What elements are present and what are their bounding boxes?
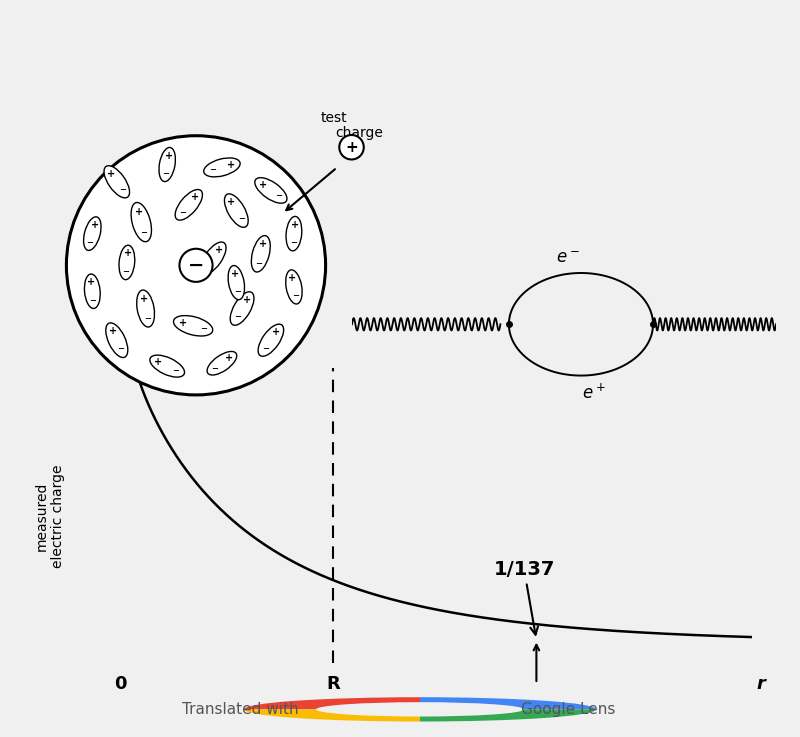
Text: Google Lens: Google Lens	[521, 702, 615, 717]
Wedge shape	[244, 709, 420, 722]
Circle shape	[339, 135, 364, 159]
Text: +: +	[227, 198, 235, 207]
Text: −: −	[275, 192, 282, 200]
Text: −: −	[86, 238, 94, 247]
Text: −: −	[119, 185, 126, 195]
Text: −: −	[173, 366, 179, 374]
Text: 0: 0	[114, 675, 127, 693]
Ellipse shape	[225, 194, 248, 227]
Ellipse shape	[230, 292, 254, 325]
Ellipse shape	[85, 274, 100, 309]
Circle shape	[179, 249, 213, 282]
Text: −: −	[179, 208, 186, 217]
Text: −: −	[211, 364, 218, 373]
Ellipse shape	[255, 178, 287, 203]
Text: r: r	[757, 675, 766, 693]
Text: R: R	[326, 675, 340, 693]
Ellipse shape	[131, 203, 151, 242]
Text: +: +	[165, 150, 173, 161]
Text: +: +	[154, 357, 162, 367]
Text: +: +	[87, 277, 95, 287]
Ellipse shape	[159, 147, 175, 181]
Ellipse shape	[201, 242, 226, 274]
Text: $e^+$: $e^+$	[582, 384, 606, 403]
Text: measured
electric charge: measured electric charge	[34, 464, 65, 567]
Text: −: −	[90, 296, 97, 304]
Text: 1/137: 1/137	[494, 560, 554, 635]
Ellipse shape	[207, 352, 237, 375]
Ellipse shape	[104, 166, 130, 198]
Wedge shape	[244, 697, 420, 709]
Text: +: +	[259, 240, 267, 249]
Text: +: +	[290, 220, 298, 230]
Wedge shape	[420, 697, 596, 709]
Ellipse shape	[204, 158, 240, 177]
Text: charge: charge	[334, 126, 382, 140]
Ellipse shape	[258, 324, 284, 356]
Ellipse shape	[119, 245, 134, 279]
Text: +: +	[230, 269, 239, 279]
Text: +: +	[134, 207, 142, 217]
Ellipse shape	[83, 217, 101, 251]
Text: −: −	[204, 262, 211, 270]
Text: +: +	[227, 160, 235, 170]
Text: −: −	[254, 259, 262, 268]
Text: −: −	[234, 287, 242, 296]
Text: −: −	[141, 228, 147, 237]
Ellipse shape	[286, 270, 302, 304]
Text: +: +	[215, 245, 223, 255]
Text: +: +	[124, 248, 132, 259]
Text: +: +	[259, 180, 267, 190]
Ellipse shape	[251, 236, 270, 272]
Text: −: −	[234, 312, 241, 321]
Text: −: −	[144, 314, 150, 323]
Ellipse shape	[106, 323, 128, 357]
Text: +: +	[226, 353, 234, 363]
Text: −: −	[290, 238, 297, 247]
Text: +: +	[107, 169, 115, 179]
Text: Translated with: Translated with	[182, 702, 298, 717]
Text: −: −	[209, 165, 216, 175]
Ellipse shape	[174, 315, 213, 336]
Text: −: −	[292, 291, 299, 300]
Text: −: −	[118, 344, 125, 354]
Text: −: −	[162, 169, 169, 178]
Text: +: +	[109, 326, 117, 336]
Text: +: +	[288, 273, 297, 283]
Ellipse shape	[137, 290, 154, 327]
Ellipse shape	[150, 355, 185, 377]
Text: +: +	[243, 295, 251, 305]
Text: +: +	[273, 327, 281, 338]
Text: test: test	[321, 111, 347, 125]
Ellipse shape	[175, 189, 202, 220]
Text: +: +	[191, 192, 199, 203]
Text: +: +	[179, 318, 187, 328]
Ellipse shape	[286, 217, 302, 251]
Text: −: −	[200, 324, 206, 333]
Text: −: −	[122, 267, 130, 276]
Text: −: −	[188, 256, 204, 275]
Ellipse shape	[228, 265, 245, 300]
Wedge shape	[420, 709, 596, 722]
Text: $e^-$: $e^-$	[556, 249, 580, 267]
Circle shape	[66, 136, 326, 395]
Text: +: +	[90, 220, 98, 230]
Text: −: −	[238, 214, 245, 223]
Text: +: +	[345, 140, 358, 155]
Text: −: −	[262, 343, 269, 353]
Text: +: +	[140, 294, 148, 304]
